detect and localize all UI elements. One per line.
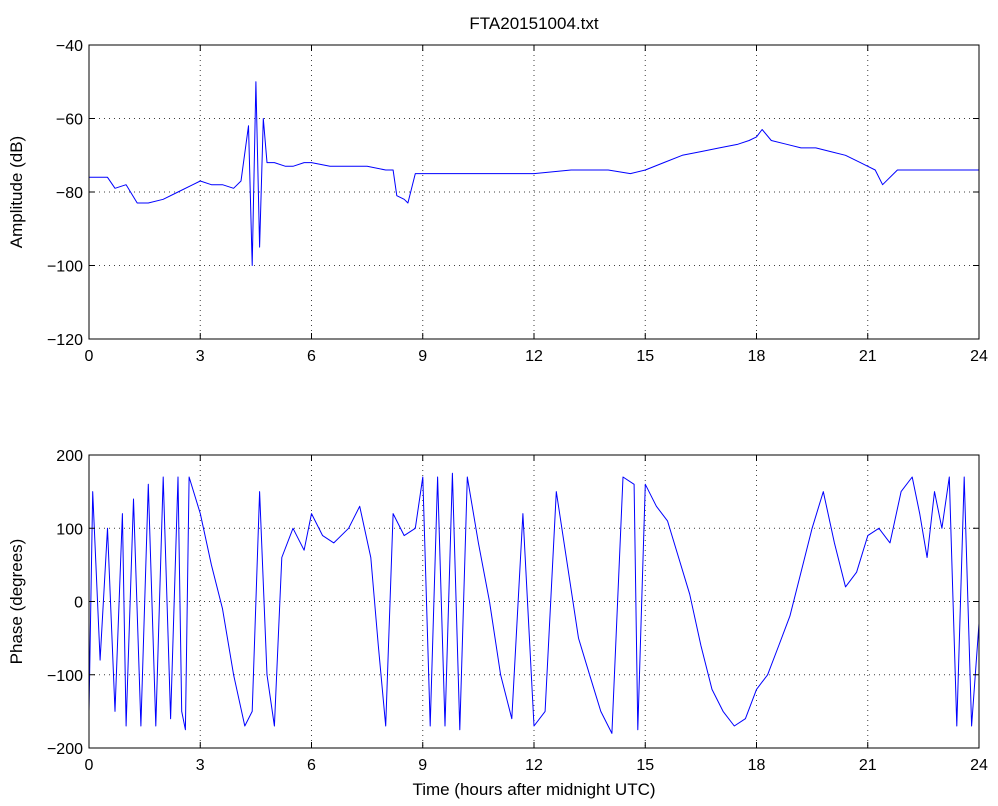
x-tick-label: 3 [196, 348, 205, 365]
x-tick-label: 15 [636, 348, 654, 365]
y-tick-label: −40 [56, 38, 83, 55]
y-tick-label: −100 [47, 668, 83, 685]
phase-trace [88, 472, 980, 734]
x-tick-label: 3 [196, 757, 205, 774]
y-tick-label: −100 [47, 259, 83, 276]
x-tick-label: 6 [307, 348, 316, 365]
y-axis-label: Amplitude (dB) [7, 136, 26, 248]
y-tick-label: −200 [47, 741, 83, 758]
x-tick-label: 24 [970, 757, 988, 774]
x-tick-label: 24 [970, 348, 988, 365]
x-tick-label: 21 [859, 348, 877, 365]
x-tick-label: 12 [525, 348, 543, 365]
x-tick-label: 0 [85, 757, 94, 774]
y-tick-label: 0 [74, 595, 83, 612]
x-tick-label: 0 [85, 348, 94, 365]
amplitude-trace [89, 81, 979, 266]
chart-title: FTA20151004.txt [469, 14, 598, 33]
x-axis-label: Time (hours after midnight UTC) [412, 780, 655, 799]
y-tick-label: −60 [56, 112, 83, 129]
x-tick-label: 21 [859, 757, 877, 774]
y-tick-label: 200 [56, 448, 83, 465]
x-tick-label: 18 [748, 348, 766, 365]
y-tick-label: 100 [56, 521, 83, 538]
y-axis-label: Phase (degrees) [7, 539, 26, 665]
x-tick-label: 9 [418, 757, 427, 774]
phase-chart: Time (hours after midnight UTC) Phase (d… [7, 448, 988, 799]
x-tick-label: 12 [525, 757, 543, 774]
x-tick-label: 15 [636, 757, 654, 774]
y-tick-label: −80 [56, 185, 83, 202]
x-tick-label: 6 [307, 757, 316, 774]
y-tick-label: −120 [47, 332, 83, 349]
amplitude-chart: FTA20151004.txt Amplitude (dB) 0 3 6 9 12 15 1… [7, 14, 988, 365]
x-tick-label: 18 [748, 757, 766, 774]
x-tick-label: 9 [418, 348, 427, 365]
